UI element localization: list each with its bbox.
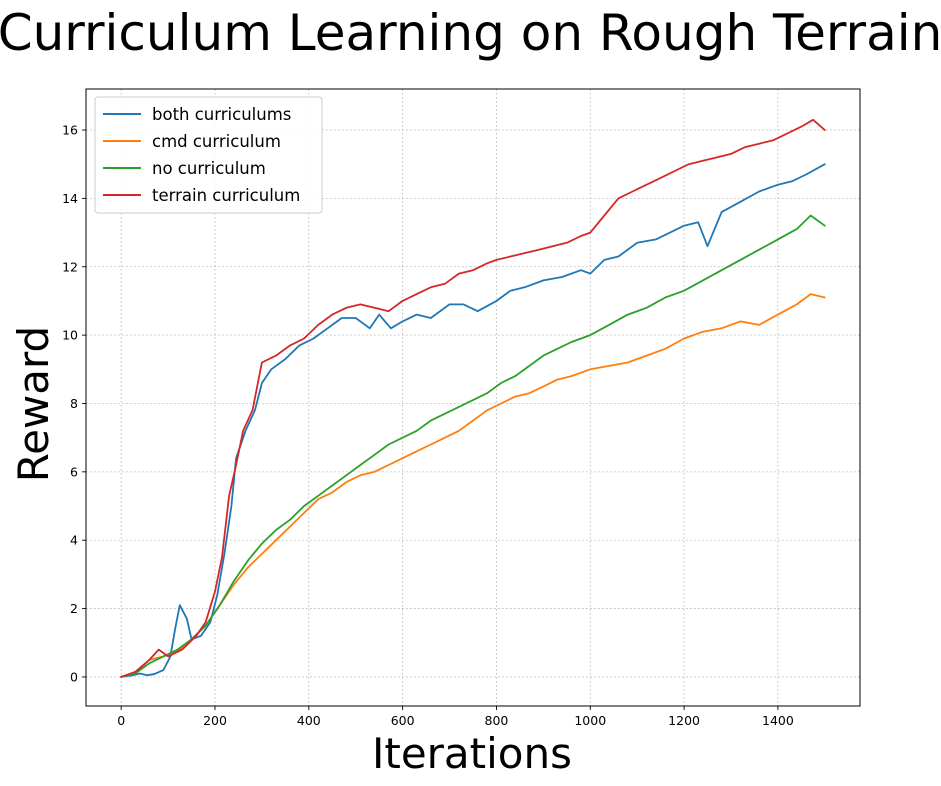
chart-title: Curriculum Learning on Rough Terrain (0, 4, 941, 62)
legend: both curriculums cmd curriculum no curricu… (94, 96, 323, 214)
x-tick-label: 200 (203, 713, 227, 728)
legend-entry: no curriculum (152, 159, 266, 178)
x-tick-label: 0 (117, 713, 125, 728)
y-tick-label: 6 (70, 464, 78, 479)
y-tick-label: 8 (70, 396, 78, 411)
grid (86, 89, 860, 706)
series-line-both-curriculums (120, 163, 826, 678)
y-tick-label: 10 (62, 328, 78, 343)
x-tick-label: 1200 (668, 713, 700, 728)
legend-box (94, 96, 323, 214)
y-tick-label: 0 (70, 669, 78, 684)
x-tick-label: 1000 (574, 713, 606, 728)
y-tick-label: 12 (62, 259, 78, 274)
y-tick-label: 16 (62, 123, 78, 138)
x-axis-label: Iterations (372, 729, 572, 778)
x-tick-label: 600 (391, 713, 415, 728)
y-tick-label: 2 (70, 601, 78, 616)
x-tick-label: 400 (297, 713, 321, 728)
y-tick-label: 4 (70, 533, 78, 548)
x-tick-label: 800 (485, 713, 509, 728)
plot-area-frame (85, 88, 861, 707)
legend-entry: cmd curriculum (152, 132, 281, 151)
legend-entry: terrain curriculum (152, 186, 300, 205)
axis-ticks: 0 200 400 600 800 1000 1200 1400 0 2 4 6 8 10 12 14 16 (62, 123, 794, 728)
series-group (120, 118, 826, 678)
y-axis-label: Reward (9, 326, 58, 482)
legend-entry: both curriculums (152, 105, 291, 124)
x-tick-label: 1400 (762, 713, 794, 728)
series-line-terrain-curriculum (120, 118, 826, 678)
series-line-cmd-curriculum (120, 293, 826, 678)
series-line-no-curriculum (120, 214, 826, 678)
y-tick-label: 14 (62, 191, 78, 206)
